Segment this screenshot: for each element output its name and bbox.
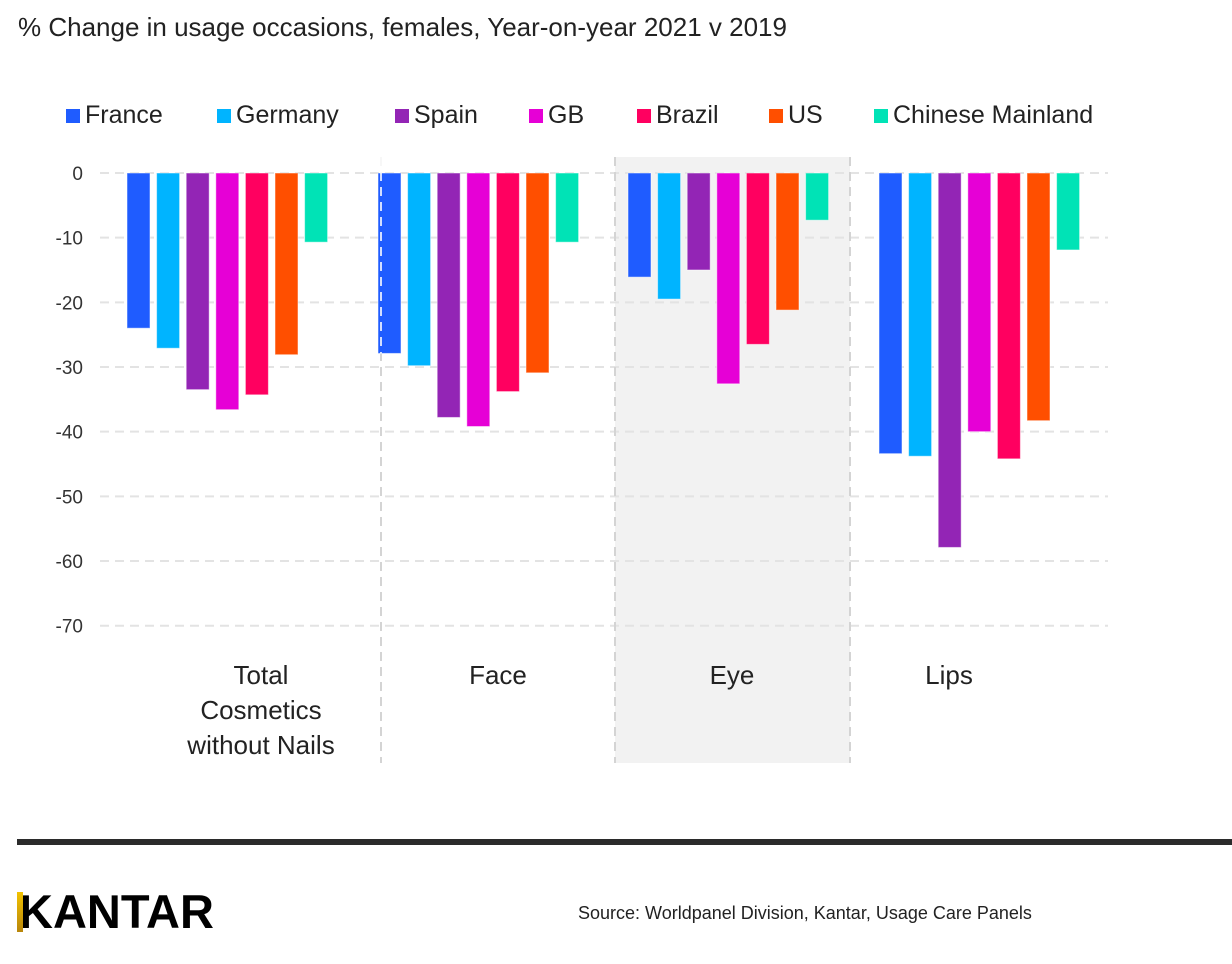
bar-germany [407, 172, 432, 367]
category-label: Cosmetics [200, 695, 321, 725]
source-note: Source: Worldpanel Division, Kantar, Usa… [578, 903, 1032, 923]
legend-swatch [637, 108, 651, 123]
bar-germany [156, 172, 181, 349]
legend-swatch [395, 108, 409, 123]
y-tick-label: -50 [56, 487, 83, 508]
bar-us [525, 172, 550, 374]
legend-swatch [769, 108, 783, 123]
bar-gb [466, 172, 491, 428]
legend-item-france: France [66, 101, 163, 130]
category-label: Total [234, 660, 289, 690]
bar-chinese-mainland [304, 172, 329, 243]
bar-brazil [495, 172, 520, 393]
y-tick-label: -20 [56, 293, 83, 314]
category-label: Eye [710, 660, 755, 690]
bar-chinese-mainland [805, 172, 830, 221]
bar-france [377, 172, 402, 354]
legend-swatch [217, 108, 231, 123]
category-label: Face [469, 660, 527, 690]
legend-item-spain: Spain [395, 101, 478, 130]
legend-label: Brazil [656, 101, 719, 129]
bar-spain [937, 172, 962, 548]
y-tick-label: -30 [56, 358, 83, 379]
logo-text: KANTAR [19, 885, 214, 938]
bar-chinese-mainland [1056, 172, 1081, 251]
legend-swatch [874, 108, 888, 123]
bar-chart: 0 -10 -20 -30 -40 -50 -60 -70 Total Cosmetics with… [56, 157, 1108, 763]
y-tick-label: -70 [56, 617, 83, 638]
legend-label: Germany [236, 101, 339, 129]
bar-france [126, 172, 151, 329]
legend-swatch [529, 108, 543, 123]
footer-divider [17, 839, 1232, 845]
logo-accent-bar [17, 892, 23, 932]
bar-gb [215, 172, 240, 411]
y-tick-label: -10 [56, 229, 83, 250]
legend-swatch [66, 108, 80, 123]
category-label: without Nails [186, 730, 334, 760]
y-tick-label: 0 [72, 164, 83, 185]
legend-label: Spain [414, 101, 478, 129]
y-tick-label: -40 [56, 423, 83, 444]
bar-france [878, 172, 903, 455]
bar-brazil [996, 172, 1021, 460]
bar-gb [967, 172, 992, 433]
legend-label: US [788, 101, 823, 129]
category-label: Lips [925, 660, 973, 690]
legend-label: GB [548, 101, 585, 129]
bar-spain [436, 172, 461, 418]
y-tick-label: -60 [56, 552, 83, 573]
bar-brazil [244, 172, 269, 396]
bar-us [274, 172, 299, 356]
bar-spain [686, 172, 711, 271]
chart-title: % Change in usage occasions, females, Ye… [18, 12, 787, 42]
legend-item-germany: Germany [217, 101, 339, 130]
legend-item-chinese-mainland: Chinese Mainland [874, 101, 1093, 130]
bar-us [775, 172, 800, 311]
legend-item-brazil: Brazil [637, 101, 719, 130]
legend-label: Chinese Mainland [893, 101, 1094, 129]
legend-label: France [85, 101, 163, 129]
bar-germany [657, 172, 682, 300]
kantar-logo: KANTAR [17, 888, 214, 936]
legend-item-gb: GB [529, 101, 584, 130]
bar-spain [185, 172, 210, 391]
bar-gb [716, 172, 741, 385]
bar-chinese-mainland [555, 172, 580, 243]
legend-item-us: US [769, 101, 823, 130]
bar-us [1026, 172, 1051, 422]
bar-brazil [745, 172, 770, 345]
bar-germany [908, 172, 933, 457]
bar-france [627, 172, 652, 278]
